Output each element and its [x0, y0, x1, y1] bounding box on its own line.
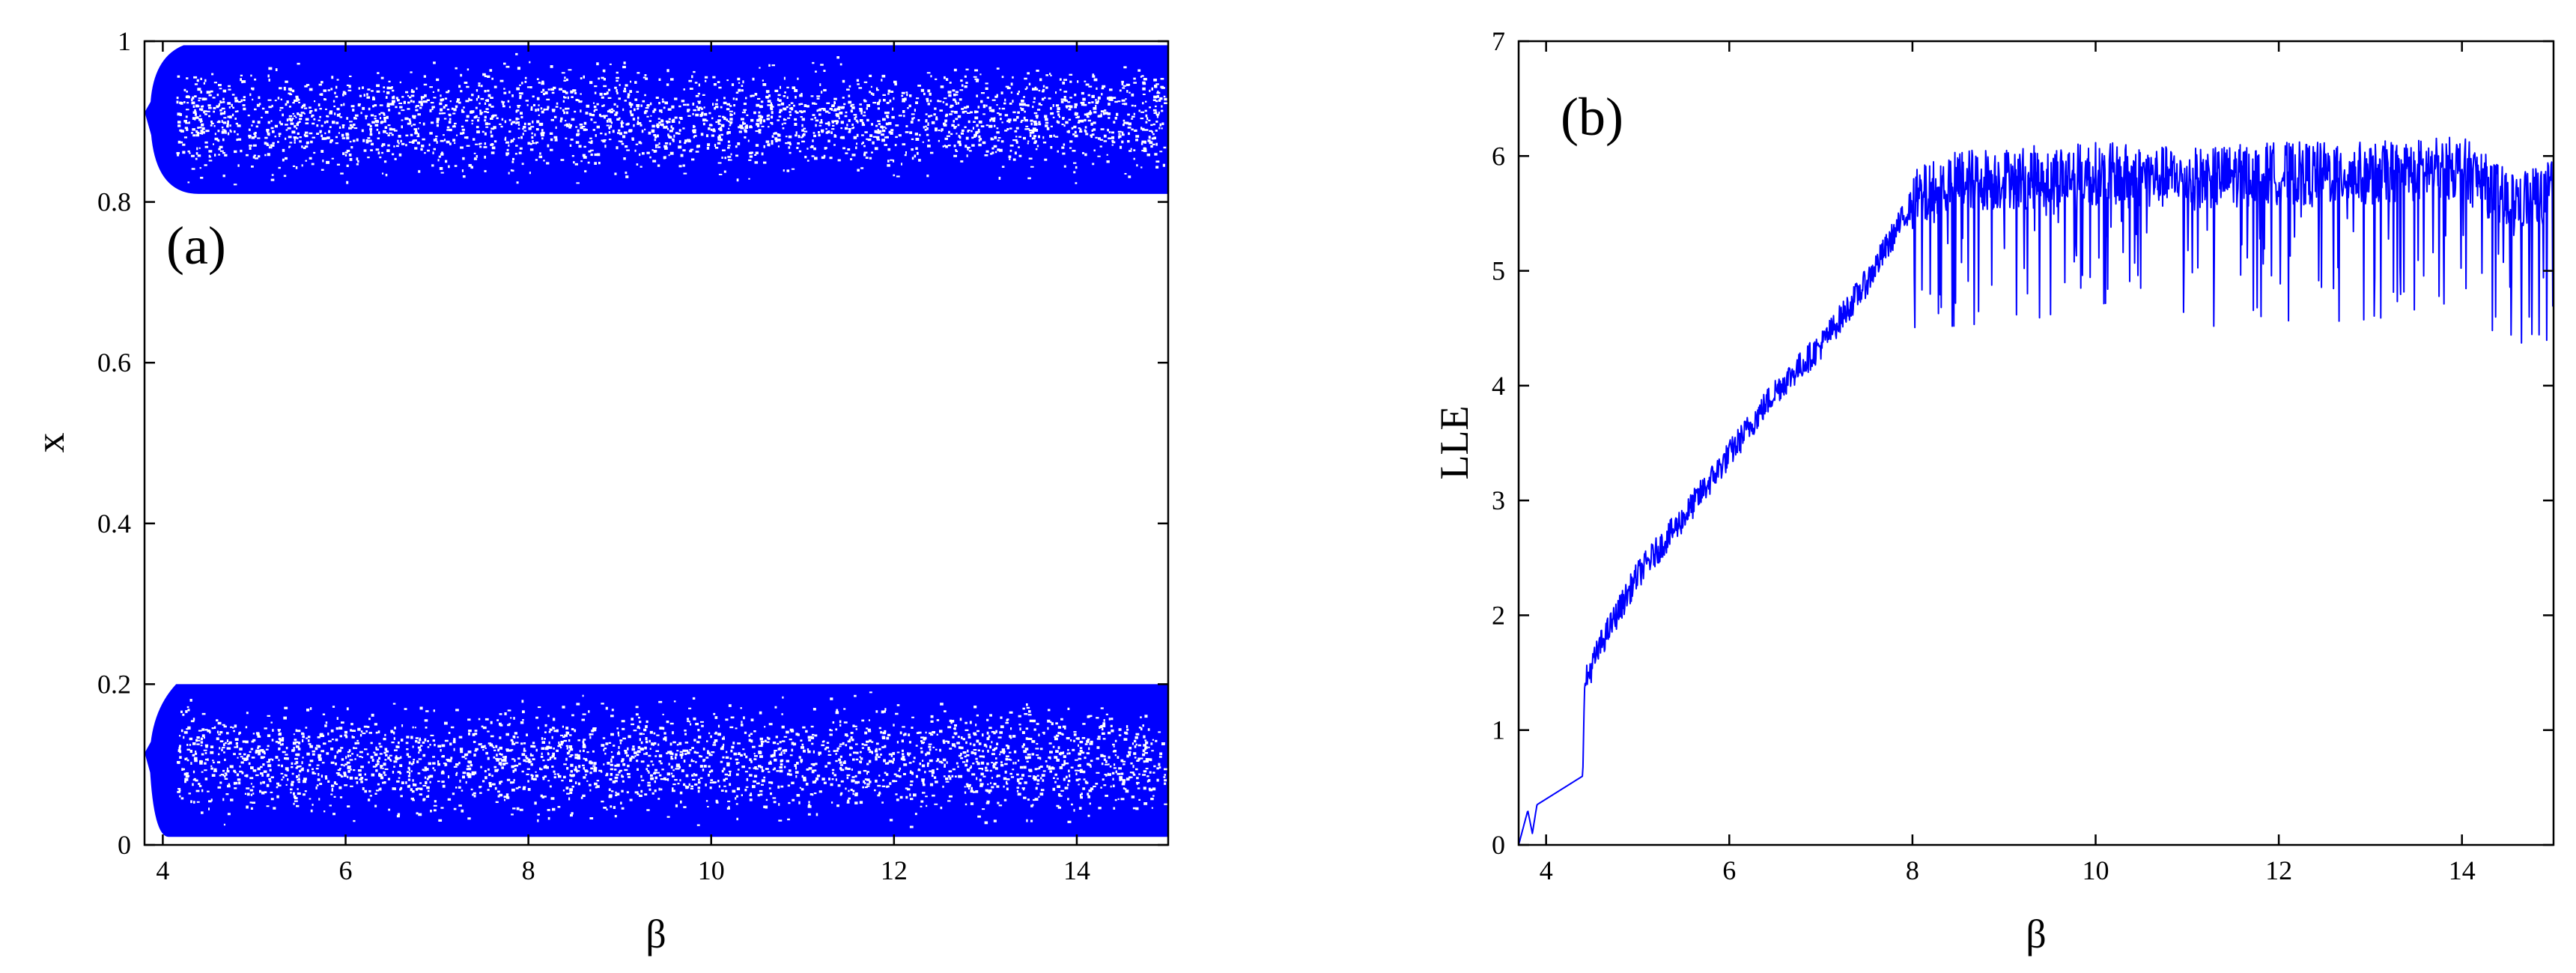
- y-tick-label-b: 1: [1492, 715, 1505, 745]
- band-onset: [145, 730, 158, 799]
- x-axis-label-a: β: [645, 912, 666, 957]
- panel-label-b: (b): [1561, 87, 1623, 147]
- y-tick-label-b: 2: [1492, 600, 1505, 630]
- panel-label-a: (a): [166, 216, 226, 276]
- x-tick-label-a: 6: [339, 855, 353, 885]
- x-tick-label-b: 12: [2265, 855, 2292, 885]
- y-axis-label-a: x: [28, 433, 73, 453]
- x-tick-label-b: 14: [2449, 855, 2476, 885]
- lle-data: [1519, 136, 2554, 845]
- plot-frame-b: [1517, 40, 2555, 846]
- y-tick-label-b: 0: [1492, 830, 1505, 860]
- bifurcation-panel: 4 6 8 10 12 14 0 0.2 0.4 0.6 0.8 1 (a) β x: [28, 26, 1170, 957]
- x-tick-label-b: 4: [1540, 855, 1553, 885]
- x-tick-label-a: 12: [881, 855, 908, 885]
- y-tick-label-a: 0.4: [97, 509, 131, 539]
- y-tick-label-a: 1: [118, 26, 131, 56]
- x-tick-label-a: 8: [522, 855, 535, 885]
- lle-line: [1519, 136, 2554, 845]
- bifurcation-data: [145, 45, 1168, 837]
- band-onset: [145, 89, 158, 157]
- y-tick-label-a: 0.2: [97, 669, 131, 699]
- y-tick-label-b: 4: [1492, 371, 1505, 401]
- band-texture: [176, 52, 1167, 186]
- y-tick-label-a: 0.8: [97, 187, 131, 217]
- y-tick-label-b: 5: [1492, 256, 1505, 286]
- y-axis-label-b: LLE: [1432, 406, 1477, 480]
- y-tick-label-a: 0.6: [97, 348, 131, 378]
- y-tick-label-a: 0: [118, 830, 131, 860]
- x-tick-label-b: 6: [1722, 855, 1736, 885]
- x-tick-label-a: 14: [1063, 855, 1090, 885]
- y-tick-label-b: 7: [1492, 26, 1505, 56]
- plot-frame-a: [143, 40, 1170, 846]
- x-tick-label-b: 10: [2082, 855, 2109, 885]
- x-tick-label-a: 4: [156, 855, 169, 885]
- x-tick-label-a: 10: [698, 855, 725, 885]
- x-axis-label-b: β: [2026, 912, 2046, 957]
- ticks-a: 4 6 8 10 12 14 0 0.2 0.4 0.6 0.8 1: [97, 26, 1168, 885]
- x-tick-label-b: 8: [1906, 855, 1919, 885]
- y-tick-label-b: 6: [1492, 141, 1505, 171]
- y-tick-label-b: 3: [1492, 485, 1505, 515]
